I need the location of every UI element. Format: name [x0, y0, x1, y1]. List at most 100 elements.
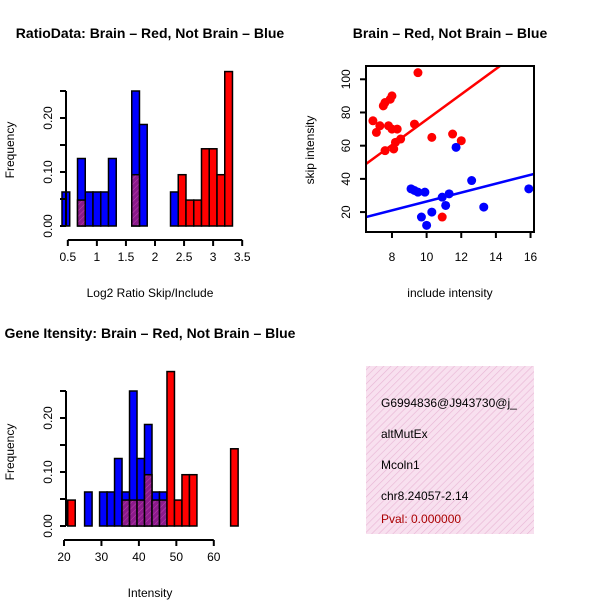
point-brain-12	[392, 124, 402, 134]
point-not-brain-10	[451, 142, 461, 152]
bar-brain-2	[177, 173, 187, 227]
x-tick-label: 1	[94, 250, 101, 264]
intensity-histogram-xlabel: Intensity	[128, 586, 173, 600]
y-tick-label: 0.00	[41, 514, 55, 538]
info-event-type: altMutEx	[381, 427, 428, 441]
bar-brain-9	[181, 473, 191, 527]
bar-brain-8	[173, 499, 183, 527]
y-tick-label: 0.10	[41, 160, 55, 184]
bar-brain-0	[76, 199, 87, 227]
point-not-brain-13	[524, 184, 534, 194]
bar-brain-3	[185, 199, 195, 227]
intensity-scatter: Brain – Red, Not Brain – Blue include in…	[303, 25, 547, 300]
bar-brain-2	[128, 499, 138, 527]
bar-brain-11	[229, 448, 239, 527]
bar-not-brain-5	[107, 157, 117, 227]
bar-brain-1	[131, 173, 141, 227]
point-brain-14	[409, 119, 419, 129]
x-tick-label: 40	[132, 550, 146, 564]
bar-brain-3	[136, 499, 146, 527]
point-not-brain-9	[444, 189, 454, 199]
bar-not-brain-3	[92, 191, 102, 227]
point-brain-17	[437, 212, 447, 222]
x-tick-label: 3.5	[234, 250, 251, 264]
x-tick-label: 14	[489, 250, 503, 264]
bar-brain-4	[143, 473, 153, 527]
bar-not-brain-2	[84, 191, 94, 227]
point-brain-8	[387, 91, 397, 101]
point-brain-1	[371, 127, 381, 137]
info-panel: G6994836@J943730@j_ altMutEx Mcoln1 chr8…	[366, 366, 534, 534]
bar-brain-6	[158, 499, 168, 527]
point-not-brain-7	[437, 192, 447, 202]
y-tick-label: 80	[339, 105, 353, 119]
x-tick-label: 3	[210, 250, 217, 264]
info-panel-background	[366, 366, 534, 534]
info-gene-name: Mcoln1	[381, 458, 420, 472]
bar-not-brain-3	[113, 457, 123, 527]
point-not-brain-3	[416, 212, 426, 222]
info-location: chr8.24057-2.14	[381, 489, 469, 503]
x-tick-label: 30	[95, 550, 109, 564]
x-tick-label: 60	[207, 550, 221, 564]
point-brain-13	[396, 134, 406, 144]
x-tick-label: 2	[152, 250, 159, 264]
bar-not-brain-4	[100, 191, 110, 227]
point-not-brain-4	[420, 187, 430, 197]
x-tick-label: 12	[455, 250, 469, 264]
point-not-brain-5	[422, 220, 432, 230]
point-not-brain-11	[467, 176, 477, 186]
y-tick-label: 100	[339, 69, 353, 89]
intensity-histogram: Gene Itensity: Brain – Red, Not Brain – …	[3, 325, 296, 600]
intensity-histogram-title: Gene Itensity: Brain – Red, Not Brain – …	[5, 325, 296, 341]
x-tick-label: 1.5	[118, 250, 135, 264]
info-event-id: G6994836@J943730@j_	[381, 396, 517, 410]
bar-brain-1	[121, 499, 131, 527]
point-brain-15	[413, 68, 423, 78]
bar-brain-0	[66, 499, 76, 527]
ratio-histogram-ylabel: Frequency	[3, 122, 17, 179]
ratio-histogram-axes: 0.5 1 1.5 2 2.5 3 3.5 0.00 0.10 0.20	[41, 90, 251, 264]
x-tick-label: 10	[420, 250, 434, 264]
y-tick-label: 0.20	[41, 106, 55, 130]
point-brain-5	[380, 146, 390, 156]
intensity-histogram-ylabel: Frequency	[3, 424, 17, 481]
scatter-xlabel: include intensity	[407, 286, 492, 300]
y-tick-label: 60	[339, 139, 353, 153]
bar-brain-5	[200, 148, 210, 227]
scatter-title: Brain – Red, Not Brain – Blue	[353, 25, 548, 41]
y-tick-label: 0.10	[41, 460, 55, 484]
bar-brain-4	[193, 199, 203, 227]
bar-not-brain-8	[169, 191, 180, 227]
scatter-plot-area: 8 10 12 14 16 20 40 60 80 100	[339, 65, 538, 264]
info-pval: Pval: 0.000000	[381, 512, 461, 526]
x-tick-label: 2.5	[176, 250, 193, 264]
point-not-brain-2	[413, 187, 423, 197]
point-brain-18	[448, 129, 458, 139]
x-tick-label: 16	[524, 250, 538, 264]
point-not-brain-8	[441, 200, 451, 210]
bar-brain-5	[151, 499, 161, 527]
bar-brain-7	[216, 173, 226, 227]
y-tick-label: 40	[339, 172, 353, 186]
ratio-histogram-bars	[61, 70, 234, 227]
bar-brain-6	[208, 148, 218, 227]
x-tick-label: 8	[389, 250, 396, 264]
bar-not-brain-1	[98, 491, 108, 527]
point-brain-16	[427, 132, 437, 142]
x-tick-label: 20	[57, 550, 71, 564]
intensity-histogram-axes: 20 30 40 50 60 0.00 0.10 0.20	[41, 390, 221, 564]
bar-not-brain-0	[83, 491, 93, 527]
point-brain-0	[368, 116, 378, 126]
scatter-frame	[365, 65, 535, 233]
intensity-histogram-bars	[66, 370, 239, 527]
bar-brain-8	[224, 70, 234, 227]
ratio-histogram-title: RatioData: Brain – Red, Not Brain – Blue	[16, 25, 285, 41]
bar-not-brain-7	[138, 123, 148, 227]
y-tick-label: 0.00	[41, 214, 55, 238]
y-tick-label: 20	[339, 205, 353, 219]
scatter-ylabel: skip intensity	[303, 116, 317, 185]
x-tick-label: 50	[170, 550, 184, 564]
ratio-histogram: RatioData: Brain – Red, Not Brain – Blue…	[3, 25, 284, 300]
